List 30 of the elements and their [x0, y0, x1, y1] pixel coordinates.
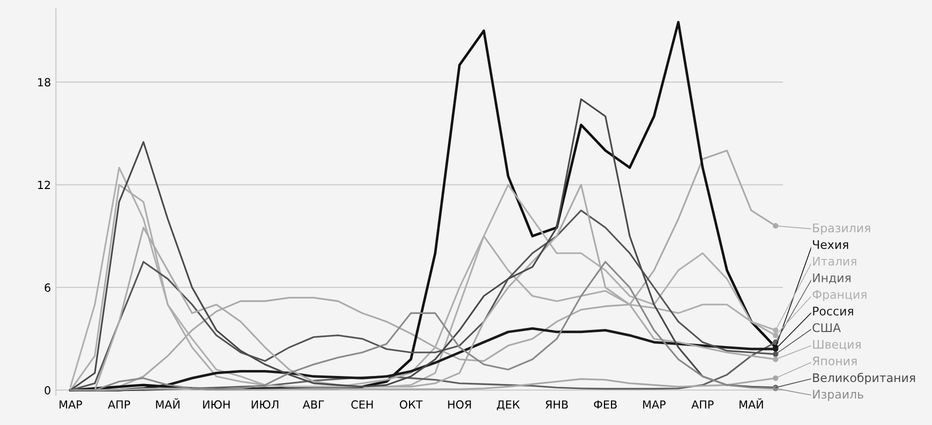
x-tick-label: ФЕВ — [594, 400, 617, 409]
text: Россия — [813, 306, 854, 316]
x-tick-label: АПР — [691, 400, 714, 409]
y-tick-label: 0 — [44, 386, 50, 394]
text: Франция — [812, 290, 866, 302]
x-tick-label: МАР — [60, 400, 82, 409]
text: Швеция — [813, 340, 861, 350]
y-tick-label: 12 — [38, 180, 50, 189]
x-tick-label: ИЮН — [203, 400, 230, 409]
x-tick-label: НОЯ — [448, 400, 471, 409]
y-tick-label: 6 — [44, 283, 50, 292]
x-tick-label: ДЕК — [496, 400, 520, 410]
x-tick-label: АПР — [108, 400, 130, 409]
text: Великобритания — [813, 372, 915, 384]
x-tick-label: СЕН — [351, 400, 373, 409]
text: США — [812, 323, 841, 332]
x-tick-label: МАЙ — [740, 398, 763, 409]
x-tick-label: ЯНВ — [546, 400, 568, 409]
text: Чехия — [812, 240, 848, 250]
x-tick-label: МАР — [643, 400, 666, 409]
x-tick-label: МАЙ — [156, 398, 180, 409]
text: Бразилия — [813, 224, 870, 235]
text: Италия — [813, 256, 856, 266]
y-tick-label: 18 — [38, 78, 50, 86]
text: Япония — [812, 356, 857, 366]
x-tick-label: ИЮЛ — [252, 400, 278, 409]
x-tick-label: АВГ — [302, 400, 324, 409]
x-tick-label: ОКТ — [400, 400, 423, 409]
text: Израиль — [813, 390, 864, 401]
text: Индия — [813, 273, 850, 284]
